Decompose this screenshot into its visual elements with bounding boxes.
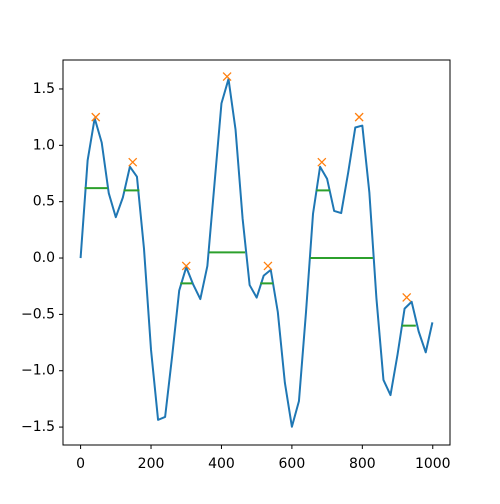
peak-marker xyxy=(91,112,101,122)
peak-marker xyxy=(128,157,138,167)
y-tick-label: 0.5 xyxy=(33,194,55,210)
y-tick-label: 1.5 xyxy=(33,81,55,97)
y-tick-label: 1.0 xyxy=(33,137,55,153)
y-tick-label: −0.5 xyxy=(21,306,55,322)
peak-marker xyxy=(181,261,191,271)
plot-frame xyxy=(62,59,451,446)
peak-marker xyxy=(402,293,412,302)
x-tick-label: 0 xyxy=(76,456,85,472)
x-tick-label: 600 xyxy=(279,456,306,472)
x-tick-label: 200 xyxy=(138,456,165,472)
peak-marker xyxy=(222,72,232,82)
peak-marker xyxy=(354,112,364,122)
peak-marker xyxy=(263,261,273,271)
x-tick-label: 400 xyxy=(208,456,235,472)
y-tick-label: 0.0 xyxy=(33,250,55,266)
y-tick-label: −1.0 xyxy=(21,363,55,379)
x-tick-label: 800 xyxy=(349,456,376,472)
y-tick-label: −1.5 xyxy=(21,419,55,435)
x-tick-label: 1000 xyxy=(415,456,451,472)
signal-line xyxy=(79,78,434,428)
peak-marker xyxy=(317,157,327,167)
